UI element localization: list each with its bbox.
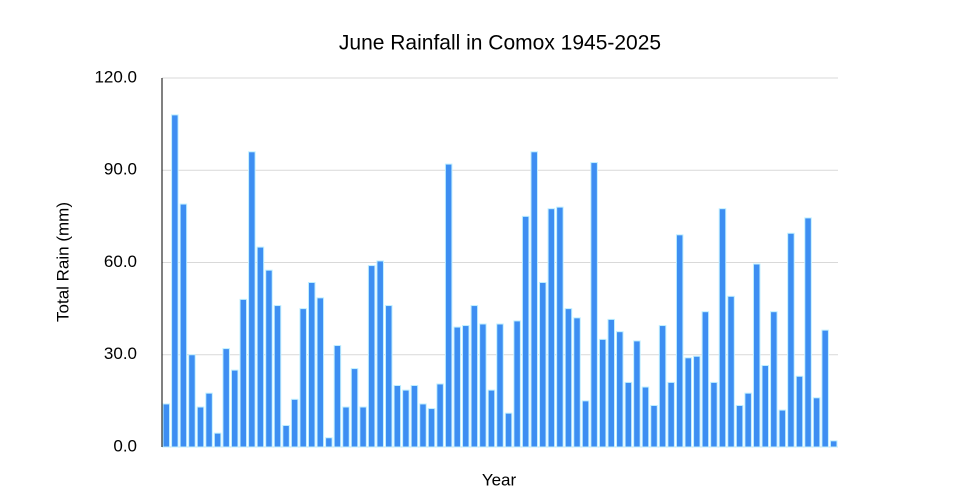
bar	[590, 162, 598, 448]
bar	[778, 409, 787, 448]
bar	[573, 317, 581, 448]
bar	[727, 295, 735, 448]
bar	[521, 215, 530, 448]
y-tick-label: 60.0	[104, 252, 137, 271]
bar	[307, 281, 316, 448]
bar	[693, 355, 701, 448]
bar	[436, 383, 444, 448]
bar	[316, 297, 325, 448]
bar	[213, 432, 222, 448]
bar	[598, 338, 607, 448]
bar	[325, 437, 333, 448]
bar	[513, 320, 521, 448]
bar	[205, 392, 213, 448]
bar	[821, 329, 829, 448]
bar	[530, 151, 538, 448]
bar	[795, 375, 804, 448]
bar	[265, 269, 273, 448]
bar	[547, 208, 556, 448]
bar	[787, 232, 795, 448]
bar	[804, 217, 812, 448]
y-axis-label: Total Rain (mm)	[53, 202, 72, 322]
bar	[239, 298, 248, 448]
bar	[710, 381, 718, 448]
bar	[641, 386, 650, 448]
bar	[616, 331, 624, 448]
bar	[633, 340, 641, 448]
bar	[479, 323, 487, 448]
bar	[256, 246, 265, 448]
bar	[812, 397, 821, 448]
bar	[273, 305, 282, 448]
bar	[564, 308, 573, 448]
bar	[444, 163, 453, 448]
bar	[675, 234, 684, 448]
bar	[761, 365, 770, 448]
chart-title: June Rainfall in Comox 1945-2025	[339, 32, 661, 55]
bar	[607, 318, 615, 448]
y-tick-label: 0.0	[113, 436, 137, 455]
bar	[393, 385, 402, 448]
bar	[222, 348, 230, 448]
bar	[402, 389, 410, 448]
bar	[230, 369, 239, 448]
bar	[684, 357, 693, 448]
bar	[470, 305, 479, 448]
y-tick-label: 90.0	[104, 160, 137, 179]
bar	[299, 308, 307, 448]
bar	[419, 403, 427, 448]
y-tick-label: 30.0	[104, 344, 137, 363]
bar	[701, 311, 710, 448]
bar	[658, 325, 667, 448]
bar	[770, 311, 778, 448]
bar	[718, 208, 727, 448]
bar	[367, 265, 376, 448]
bar	[624, 381, 633, 448]
bar	[462, 325, 470, 448]
bar	[539, 281, 547, 448]
bar	[342, 406, 350, 448]
bar	[667, 381, 675, 448]
bar	[359, 406, 367, 448]
bar	[487, 389, 496, 448]
bar	[744, 392, 752, 448]
bar	[650, 404, 658, 448]
bar	[290, 398, 299, 448]
bar	[385, 305, 393, 448]
bar	[179, 203, 188, 448]
bar	[453, 326, 461, 448]
bar	[282, 424, 290, 448]
bar	[248, 151, 256, 448]
x-axis-label: Year	[482, 470, 517, 489]
bar	[735, 404, 744, 448]
bar	[752, 263, 761, 448]
bar	[496, 323, 504, 448]
bar	[410, 385, 419, 448]
bar	[556, 206, 564, 448]
bar	[162, 403, 171, 448]
y-tick-label: 120.0	[94, 67, 137, 86]
bar	[350, 368, 359, 448]
bar	[829, 440, 838, 448]
bar	[196, 406, 205, 448]
bar	[376, 260, 384, 448]
bar	[427, 408, 436, 448]
bar	[333, 345, 342, 448]
bar	[504, 412, 513, 448]
bar	[171, 114, 179, 448]
bar	[581, 400, 590, 448]
bar	[188, 354, 196, 448]
